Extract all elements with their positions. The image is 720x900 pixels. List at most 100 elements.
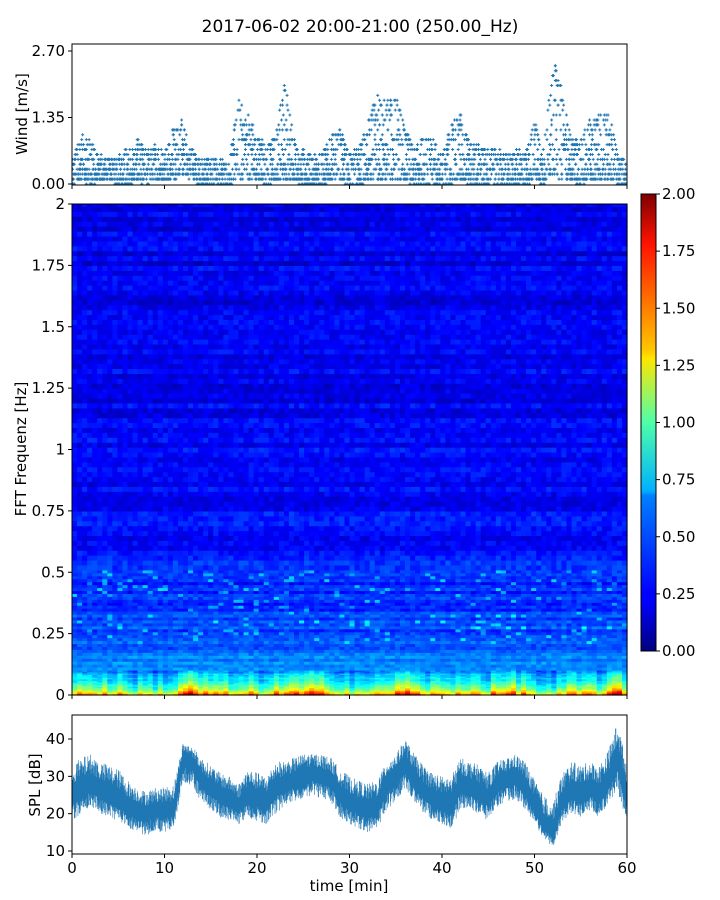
wind-point <box>76 157 80 161</box>
wind-point <box>106 172 110 176</box>
wind-point <box>287 172 291 176</box>
wind-point <box>353 157 357 161</box>
wind-point <box>565 123 569 127</box>
wind-point <box>163 152 167 156</box>
wind-point <box>220 177 224 181</box>
wind-point <box>600 172 604 176</box>
wind-point <box>197 167 201 171</box>
wind-scatter-points <box>72 64 627 185</box>
wind-point <box>293 162 297 166</box>
wind-point <box>506 162 510 166</box>
wind-point <box>551 143 555 147</box>
wind-point <box>580 167 584 171</box>
wind-point <box>178 133 182 137</box>
wind-point <box>559 128 563 132</box>
wind-point <box>185 162 189 166</box>
spectrogram-cells <box>72 204 628 696</box>
wind-point <box>333 177 337 181</box>
wind-point <box>551 113 555 117</box>
wind-point <box>285 93 289 97</box>
wind-point <box>391 152 395 156</box>
wind-point <box>561 108 565 112</box>
wind-point <box>121 157 125 161</box>
wind-point <box>407 172 411 176</box>
wind-point <box>144 177 148 181</box>
wind-point <box>388 118 392 122</box>
wind-point <box>170 167 174 171</box>
wind-point <box>381 148 385 152</box>
wind-point <box>354 167 358 171</box>
wind-point <box>173 148 177 152</box>
wind-point <box>289 128 293 132</box>
wind-point <box>386 98 390 102</box>
wind-point <box>428 162 432 166</box>
wind-point <box>373 123 377 127</box>
wind-point <box>367 133 371 137</box>
wind-point <box>555 172 559 176</box>
wind-point <box>425 162 429 166</box>
wind-point <box>395 103 399 107</box>
wind-point <box>603 172 607 176</box>
wind-point <box>567 162 571 166</box>
wind-point <box>134 167 138 171</box>
wind-point <box>494 172 498 176</box>
wind-point <box>92 157 96 161</box>
wind-point <box>286 108 290 112</box>
wind-point <box>376 93 380 97</box>
wind-point <box>280 103 284 107</box>
wind-point <box>583 128 587 132</box>
wind-point <box>478 172 482 176</box>
wind-point <box>497 172 501 176</box>
wind-point <box>250 152 254 156</box>
wind-point <box>395 133 399 137</box>
wind-point <box>577 143 581 147</box>
wind-point <box>244 157 248 161</box>
wind-point <box>374 157 378 161</box>
wind-point <box>588 133 592 137</box>
wind-point <box>554 113 558 117</box>
wind-point <box>548 103 552 107</box>
wind-point <box>550 123 554 127</box>
wind-point <box>466 167 470 171</box>
wind-point <box>317 162 321 166</box>
wind-point <box>610 143 614 147</box>
wind-point <box>586 167 590 171</box>
wind-point <box>326 148 330 152</box>
wind-point <box>93 182 97 185</box>
wind-point <box>562 103 566 107</box>
wind-point <box>335 138 339 142</box>
wind-point <box>168 157 172 161</box>
wind-point <box>140 172 144 176</box>
wind-point <box>505 157 509 161</box>
wind-point <box>98 167 102 171</box>
wind-point <box>339 172 343 176</box>
wind-point <box>605 118 609 122</box>
wind-point <box>457 143 461 147</box>
wind-point <box>529 138 533 142</box>
wind-point <box>564 113 568 117</box>
wind-point <box>599 113 603 117</box>
wind-point <box>621 167 625 171</box>
wind-point <box>80 177 84 181</box>
wind-point <box>483 157 487 161</box>
wind-point <box>73 157 77 161</box>
wind-point <box>539 152 543 156</box>
wind-point <box>550 118 554 122</box>
wind-point <box>574 162 578 166</box>
wind-point <box>456 148 460 152</box>
wind-point <box>615 152 619 156</box>
wind-point <box>333 152 337 156</box>
wind-point <box>165 162 169 166</box>
wind-point <box>287 152 291 156</box>
wind-point <box>613 143 617 147</box>
wind-point <box>576 172 580 176</box>
wind-point <box>563 167 567 171</box>
wind-point <box>131 148 135 152</box>
wind-point <box>593 172 597 176</box>
wind-point <box>590 133 594 137</box>
wind-point <box>338 128 342 132</box>
wind-point <box>144 148 148 152</box>
wind-point <box>276 172 280 176</box>
wind-point <box>443 157 447 161</box>
wind-point <box>493 152 497 156</box>
